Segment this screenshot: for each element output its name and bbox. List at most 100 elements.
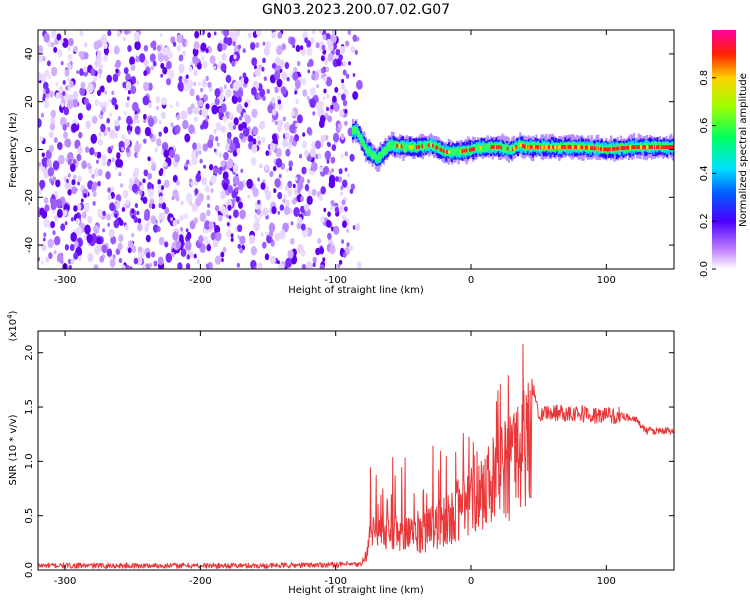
noise-speckle	[214, 88, 221, 98]
noise-speckle	[180, 200, 184, 206]
noise-speckle	[68, 264, 72, 269]
signal-core-cell	[558, 145, 561, 149]
spectrogram-y-tick-label: -40	[24, 237, 35, 253]
noise-speckle	[106, 74, 112, 83]
noise-speckle	[129, 266, 133, 269]
noise-speckle	[284, 132, 290, 140]
noise-speckle	[281, 43, 287, 51]
signal-band-cell	[352, 128, 355, 135]
noise-speckle	[193, 217, 198, 224]
noise-speckle	[108, 229, 115, 238]
noise-speckle	[318, 68, 322, 74]
noise-speckle	[277, 31, 283, 39]
noise-speckle	[271, 31, 277, 39]
noise-speckle	[178, 75, 183, 83]
signal-core-cell	[604, 147, 606, 152]
noise-speckle	[136, 80, 140, 85]
signal-band-cell	[414, 142, 416, 150]
noise-speckle	[356, 79, 363, 90]
noise-speckle	[194, 30, 200, 39]
signal-band-cell	[503, 144, 506, 152]
noise-speckle	[45, 149, 52, 160]
noise-speckle	[188, 66, 193, 72]
noise-speckle	[60, 223, 66, 231]
noise-speckle	[356, 261, 362, 269]
noise-speckle	[159, 168, 164, 174]
noise-speckle	[63, 131, 69, 139]
noise-speckle	[160, 185, 165, 191]
noise-speckle	[311, 161, 318, 172]
signal-band-cell	[451, 148, 454, 155]
noise-speckle	[137, 218, 142, 224]
signal-band-cell	[429, 141, 431, 149]
noise-speckle	[158, 196, 164, 205]
noise-speckle	[161, 202, 167, 210]
noise-speckle	[251, 86, 257, 96]
signal-core-cell	[602, 147, 604, 151]
noise-speckle	[346, 228, 349, 233]
noise-speckle	[162, 47, 169, 56]
noise-speckle	[192, 109, 196, 114]
noise-speckle	[276, 45, 283, 56]
noise-speckle	[50, 30, 57, 39]
noise-speckle	[239, 235, 246, 245]
signal-core-cell	[650, 145, 653, 149]
noise-speckle	[50, 221, 55, 229]
signal-core-cell	[626, 145, 629, 150]
noise-speckle	[185, 241, 192, 251]
signal-band-cell	[481, 145, 484, 152]
noise-speckle	[144, 223, 149, 230]
noise-speckle	[160, 73, 164, 78]
noise-speckle	[79, 30, 83, 35]
noise-speckle	[49, 195, 57, 206]
signal-band-cell	[425, 142, 428, 150]
noise-speckle	[315, 42, 320, 49]
noise-speckle	[58, 85, 64, 94]
noise-speckle	[326, 159, 330, 164]
noise-speckle	[201, 56, 205, 61]
noise-speckle	[262, 207, 269, 217]
signal-core-cell	[593, 146, 596, 151]
signal-band-cell	[382, 148, 385, 156]
noise-speckle	[63, 106, 70, 116]
noise-speckle	[322, 34, 327, 41]
noise-speckle	[52, 160, 60, 170]
noise-speckle	[82, 66, 88, 73]
noise-speckle	[49, 90, 54, 98]
noise-speckle	[109, 258, 116, 268]
signal-band-cell	[386, 146, 388, 153]
noise-speckle	[141, 265, 147, 269]
noise-speckle	[257, 177, 260, 182]
noise-speckle	[287, 188, 293, 197]
noise-speckle	[56, 33, 62, 41]
signal-core-cell	[585, 145, 588, 150]
signal-band-cell	[425, 142, 427, 149]
noise-speckle	[227, 222, 230, 227]
signal-core-cell	[409, 145, 412, 149]
signal-band-cell	[451, 147, 453, 155]
signal-band-cell	[354, 125, 356, 134]
signal-core-cell	[545, 145, 548, 149]
signal-core-cell	[667, 145, 669, 149]
snr-chart: -300 -200 -100 0 100 0.0 0.5 1.0 1.5 2.0 Height …	[6, 310, 675, 596]
signal-band-cell	[407, 143, 409, 150]
noise-speckle	[223, 30, 230, 37]
noise-speckle	[134, 113, 139, 120]
noise-speckle	[108, 98, 112, 103]
signal-core-cell	[560, 145, 563, 149]
noise-speckle	[69, 80, 74, 88]
noise-speckle	[235, 196, 240, 203]
signal-core-cell	[637, 145, 640, 149]
signal-core-cell	[658, 145, 661, 149]
noise-speckle	[217, 214, 223, 222]
snr-y-tick-label: 1.0	[24, 453, 35, 469]
noise-speckle	[274, 232, 281, 242]
signal-band-cell	[453, 147, 455, 154]
noise-speckle	[340, 191, 344, 196]
noise-speckle	[194, 188, 199, 195]
noise-speckle	[344, 120, 348, 126]
noise-speckle	[75, 226, 83, 237]
noise-speckle	[64, 221, 68, 226]
noise-speckle	[80, 81, 86, 89]
noise-speckle	[185, 192, 193, 203]
